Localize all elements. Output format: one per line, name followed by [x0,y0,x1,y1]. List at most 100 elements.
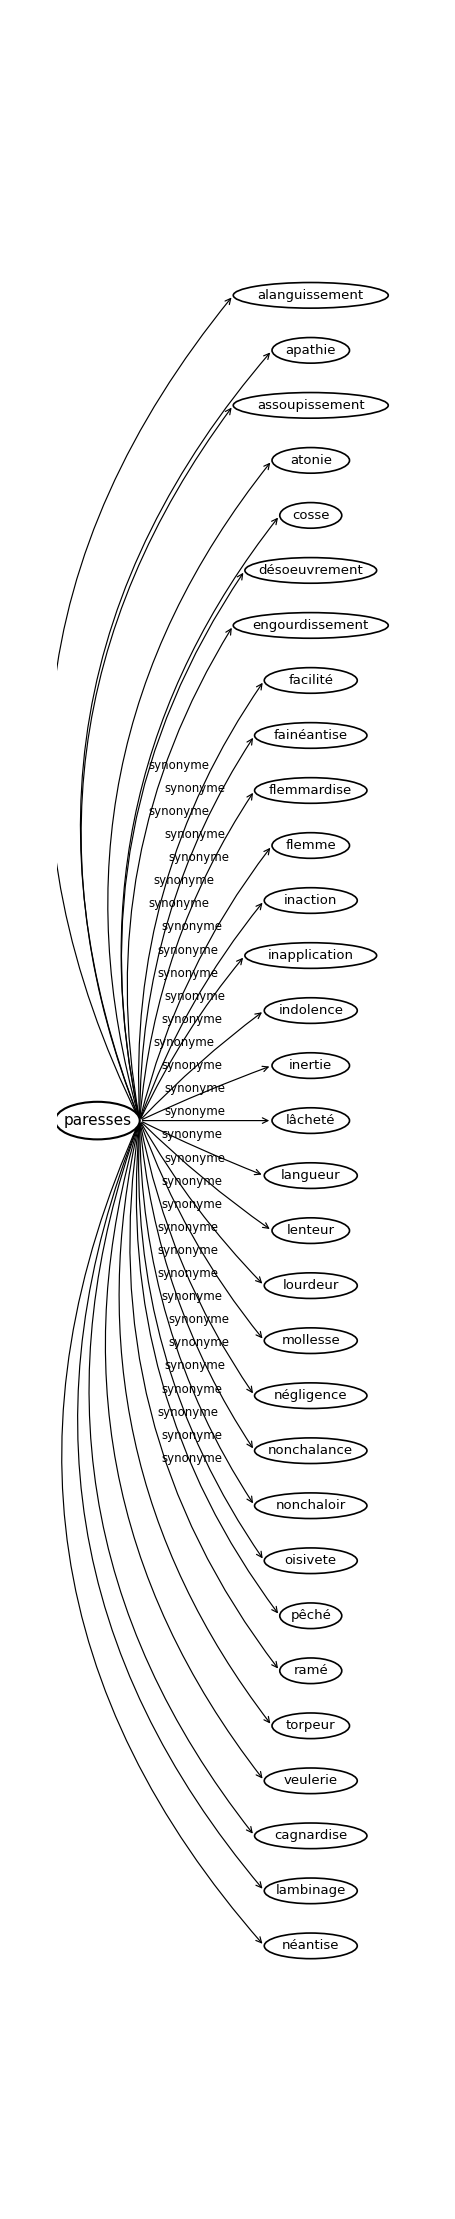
Text: nonchalance: nonchalance [268,1445,354,1458]
Text: synonyme: synonyme [148,759,209,772]
Text: synonyme: synonyme [162,921,222,934]
Text: alanguissement: alanguissement [258,288,364,302]
FancyArrowPatch shape [140,739,253,1118]
FancyArrowPatch shape [140,1123,252,1391]
FancyArrowPatch shape [141,903,262,1118]
FancyArrowPatch shape [127,628,231,1118]
Text: synonyme: synonyme [162,1012,222,1025]
Ellipse shape [264,888,357,914]
FancyArrowPatch shape [141,848,269,1118]
Text: synonyme: synonyme [162,1174,222,1187]
Text: synonyme: synonyme [162,1198,222,1212]
Text: synonyme: synonyme [157,1245,218,1256]
FancyArrowPatch shape [50,300,231,1118]
Ellipse shape [255,777,367,803]
FancyArrowPatch shape [136,1123,277,1613]
Text: fainéantise: fainéantise [274,730,348,741]
Ellipse shape [272,832,349,859]
Text: lambinage: lambinage [276,1884,346,1897]
Text: facilité: facilité [288,675,333,688]
Text: cosse: cosse [292,508,329,521]
Ellipse shape [264,1327,357,1354]
Text: mollesse: mollesse [281,1334,340,1347]
Text: synonyme: synonyme [148,805,209,819]
Text: néantise: néantise [282,1939,339,1953]
Text: synonyme: synonyme [157,943,218,956]
Text: synonyme: synonyme [162,1129,222,1141]
Ellipse shape [264,668,357,692]
Ellipse shape [272,1218,349,1243]
Text: apathie: apathie [286,344,336,357]
FancyArrowPatch shape [108,464,269,1118]
Text: inaction: inaction [284,894,338,908]
Text: oisivete: oisivete [285,1553,337,1567]
Ellipse shape [264,1274,357,1298]
Ellipse shape [233,393,388,417]
Ellipse shape [233,282,388,308]
Ellipse shape [264,1877,357,1904]
Text: lenteur: lenteur [287,1225,335,1238]
FancyArrowPatch shape [142,1067,268,1118]
Text: pêché: pêché [290,1609,331,1622]
FancyArrowPatch shape [140,1123,253,1447]
FancyArrowPatch shape [130,1123,277,1666]
Text: synonyme: synonyme [168,852,229,863]
Text: nonchaloir: nonchaloir [276,1500,346,1511]
Text: lâcheté: lâcheté [286,1114,335,1127]
Ellipse shape [272,337,349,364]
Text: synonyme: synonyme [162,1382,222,1396]
Ellipse shape [245,557,377,584]
Ellipse shape [255,1493,367,1518]
Ellipse shape [255,1438,367,1465]
Ellipse shape [255,723,367,748]
FancyArrowPatch shape [140,1123,253,1502]
FancyArrowPatch shape [142,1118,268,1123]
Text: engourdissement: engourdissement [253,619,369,632]
FancyArrowPatch shape [141,1123,262,1338]
Text: flemme: flemme [285,839,336,852]
Ellipse shape [255,1824,367,1848]
FancyArrowPatch shape [142,1123,268,1229]
FancyArrowPatch shape [141,959,242,1118]
FancyArrowPatch shape [62,1123,262,1944]
FancyArrowPatch shape [89,1123,252,1833]
Text: synonyme: synonyme [157,1267,218,1280]
FancyArrowPatch shape [78,1123,262,1888]
FancyArrowPatch shape [141,1123,262,1283]
Ellipse shape [280,501,342,528]
Ellipse shape [272,1052,349,1078]
Ellipse shape [264,999,357,1023]
Ellipse shape [264,1163,357,1189]
Text: synonyme: synonyme [162,1289,222,1303]
Text: synonyme: synonyme [153,1036,214,1050]
Text: assoupissement: assoupissement [257,399,364,413]
FancyArrowPatch shape [142,1123,260,1174]
Text: veulerie: veulerie [284,1775,338,1786]
Ellipse shape [264,1933,357,1959]
FancyArrowPatch shape [142,1014,261,1118]
Text: inapplication: inapplication [268,950,354,963]
Ellipse shape [272,1713,349,1740]
Text: synonyme: synonyme [165,1083,226,1096]
Text: synonyme: synonyme [148,896,209,910]
FancyArrowPatch shape [119,1123,269,1722]
Text: paresses: paresses [63,1114,131,1127]
Text: synonyme: synonyme [157,967,218,979]
Text: négligence: négligence [274,1389,348,1402]
Text: synonyme: synonyme [168,1314,229,1327]
Text: synonyme: synonyme [162,1429,222,1442]
Text: inertie: inertie [289,1058,333,1072]
Text: flemmardise: flemmardise [269,783,352,797]
Ellipse shape [272,1107,349,1134]
Ellipse shape [245,943,377,967]
Ellipse shape [280,1602,342,1629]
Ellipse shape [233,612,388,639]
Text: désoeuvrement: désoeuvrement [258,564,363,577]
Text: synonyme: synonyme [165,781,226,794]
Text: synonyme: synonyme [165,990,226,1003]
FancyArrowPatch shape [106,1123,262,1777]
Text: torpeur: torpeur [286,1720,336,1733]
FancyArrowPatch shape [138,1123,262,1558]
Text: atonie: atonie [290,455,332,466]
Text: synonyme: synonyme [165,828,226,841]
